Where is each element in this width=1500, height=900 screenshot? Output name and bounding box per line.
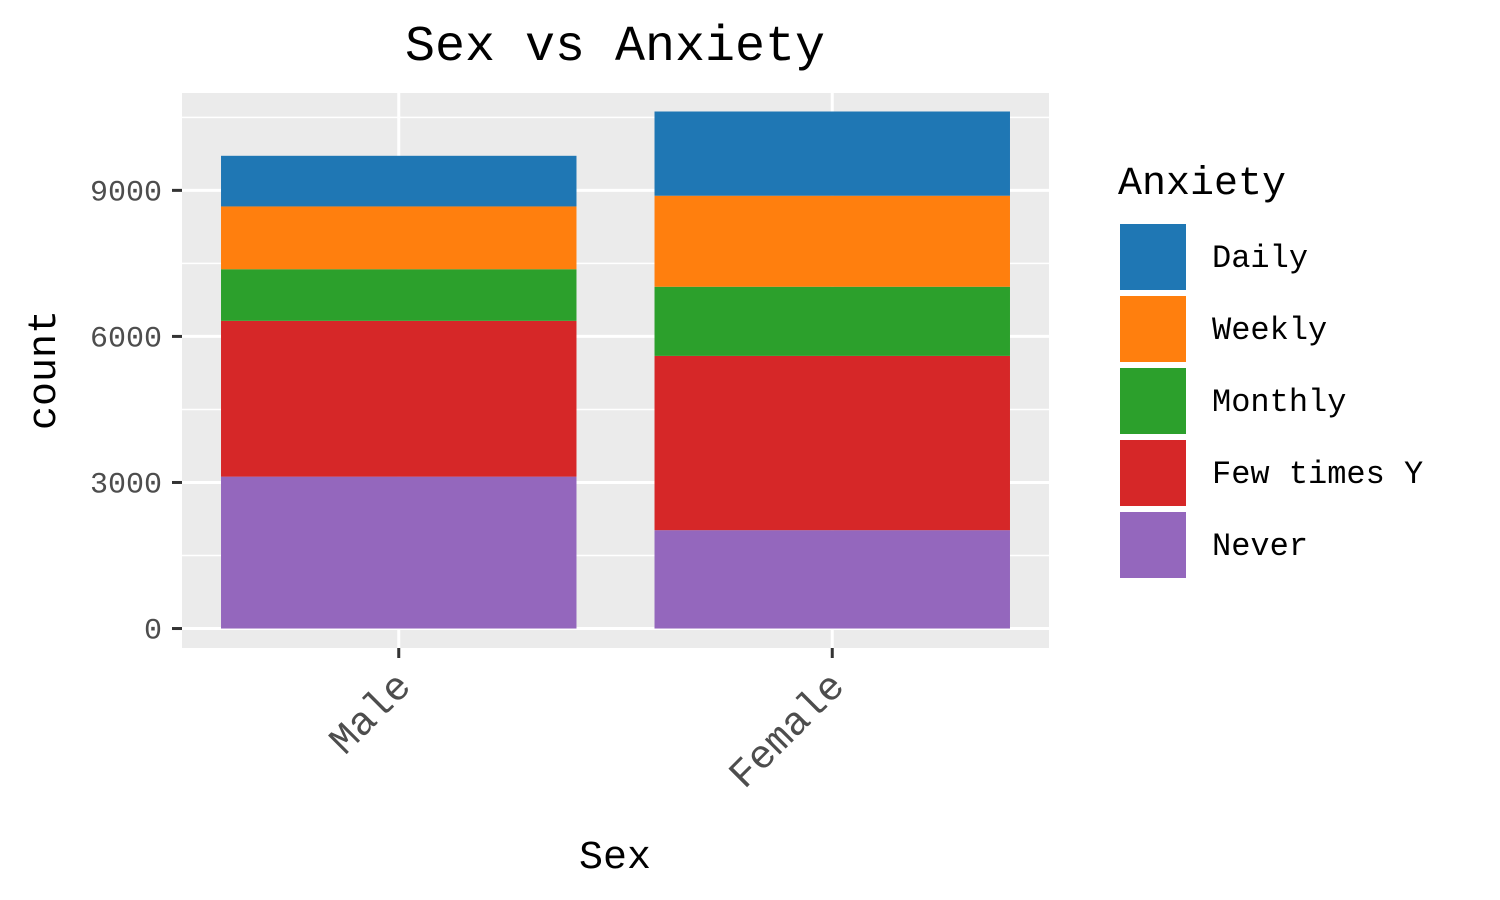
bar-segment-male-weekly [221,206,577,270]
legend-key-few-times-y [1118,438,1188,508]
bar-segment-male-few-times-y [221,320,577,477]
legend-title: Anxiety [1118,162,1286,207]
bar-segment-female-few-times-y [654,355,1010,531]
legend-key-weekly [1118,294,1188,364]
x-axis-title: Sex [579,836,651,881]
legend: Anxiety Daily Weekly Monthly Few times Y Nev… [1118,162,1423,580]
bar-segment-female-never [654,530,1010,629]
y-axis: 0 3000 6000 9000 [90,176,182,649]
bar-segment-female-monthly [654,286,1010,356]
bar-segment-male-monthly [221,269,577,321]
legend-key-monthly [1118,366,1188,436]
x-tick-label-male: Male [322,665,422,765]
bar-segment-male-daily [221,155,577,207]
y-tick-label: 3000 [90,468,162,502]
x-tick-label-female: Female [722,665,856,799]
legend-label-daily: Daily [1212,240,1308,277]
legend-label-weekly: Weekly [1212,312,1327,349]
legend-label-few-times-y: Few times Y [1212,456,1423,493]
x-axis: Male Female [322,648,855,799]
legend-label-never: Never [1212,528,1308,565]
chart-title: Sex vs Anxiety [405,19,825,76]
bar-segment-female-weekly [654,195,1010,287]
y-tick-label: 0 [144,615,162,649]
legend-label-monthly: Monthly [1212,384,1346,421]
legend-key-never [1118,510,1188,580]
legend-key-daily [1118,222,1188,292]
y-tick-label: 6000 [90,322,162,356]
y-axis-title: count [23,310,68,430]
bar-segment-female-daily [654,111,1010,196]
bar-stacks [221,111,1010,629]
bar-segment-male-never [221,476,577,629]
y-tick-label: 9000 [90,176,162,210]
